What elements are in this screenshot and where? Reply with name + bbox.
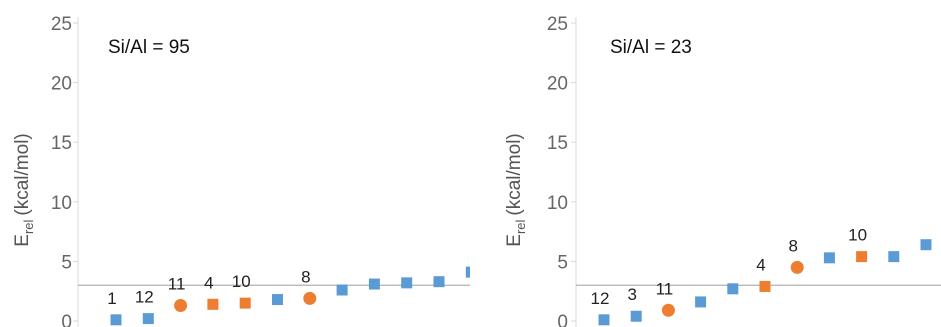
y-axis-label: Erel (kcal/mol): [12, 133, 36, 246]
data-point: [630, 310, 642, 322]
point-label: 8: [788, 236, 797, 255]
y-tick-label: 10: [547, 193, 568, 214]
y-axis-label-main: E: [12, 234, 33, 247]
data-point: [336, 284, 348, 296]
point-label: 11: [168, 275, 186, 294]
y-axis-label-sub: rel: [513, 219, 528, 234]
data-point: [401, 277, 413, 289]
point-label: 3: [627, 285, 636, 304]
data-point: [207, 298, 219, 310]
y-axis-label-sub: rel: [21, 219, 36, 234]
ratio-annotation: Si/Al = 95: [108, 37, 190, 58]
ratio-annotation: Si/Al = 23: [610, 37, 692, 58]
y-tick-label: 5: [61, 252, 72, 273]
y-tick-label: 20: [51, 74, 72, 95]
data-point: [110, 314, 122, 326]
y-tick-label: 20: [547, 74, 568, 95]
data-point: [888, 251, 900, 263]
chart-panel-si-al-23: 0 5 10 15 20 25 Erel (kcal/mol) Si/Al = 23 12 3 11 4…: [490, 0, 941, 327]
data-point: [823, 252, 835, 264]
data-point: [368, 278, 380, 290]
point-label: 4: [204, 273, 213, 292]
data-point: [433, 276, 445, 288]
chart-panel-si-al-95: 0 5 10 15 20 25 Erel (kcal/mol) Si/Al = 95 1 12 11 4…: [0, 0, 470, 327]
y-tick-label: 15: [51, 133, 72, 154]
y-tick-label: 25: [51, 14, 72, 35]
point-label: 1: [107, 289, 116, 308]
scatter-chart-si-al-23: 0 5 10 15 20 25 Erel (kcal/mol) Si/Al = 23 12 3 11 4…: [504, 14, 941, 327]
data-point: [174, 299, 188, 313]
point-label: 12: [135, 288, 154, 307]
point-label: 4: [756, 255, 765, 274]
data-point: [272, 294, 283, 306]
data-point: [239, 297, 251, 309]
data-point: [465, 266, 470, 278]
y-axis-label: Erel (kcal/mol): [504, 133, 528, 246]
y-tick-label: 10: [51, 193, 72, 214]
data-point: [856, 251, 868, 263]
point-label: 8: [301, 267, 310, 286]
y-tick-label: 25: [547, 14, 568, 35]
data-point: [695, 296, 707, 308]
point-label: 11: [656, 279, 674, 298]
data-point: [727, 283, 739, 295]
y-tick-label: 5: [557, 252, 568, 273]
y-tick-label: 0: [557, 312, 568, 327]
scatter-chart-si-al-95: 0 5 10 15 20 25 Erel (kcal/mol) Si/Al = 95 1 12 11 4…: [12, 14, 470, 327]
y-tick-label: 15: [547, 133, 568, 154]
data-point: [790, 260, 804, 274]
point-label: 10: [848, 226, 867, 245]
y-tick-label: 0: [61, 312, 72, 327]
data-point: [759, 280, 771, 292]
point-label: 10: [232, 272, 251, 291]
point-label: 12: [591, 289, 610, 308]
data-point: [920, 239, 932, 251]
y-axis-label-main: E: [504, 234, 525, 247]
y-axis-label-unit: (kcal/mol): [12, 133, 33, 215]
data-point: [142, 313, 154, 325]
data-point: [598, 314, 610, 326]
y-axis-label-unit: (kcal/mol): [504, 133, 525, 215]
data-point: [303, 291, 317, 305]
data-point: [661, 303, 675, 317]
